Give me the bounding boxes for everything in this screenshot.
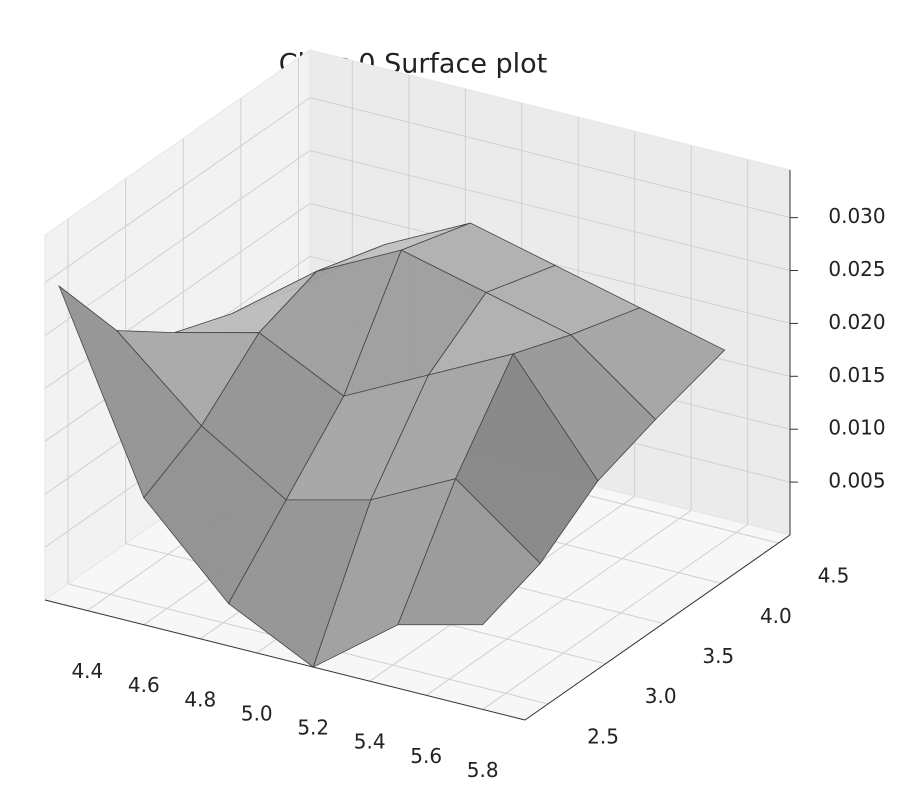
grid-line bbox=[44, 97, 311, 284]
y-tick-label: 3.0 bbox=[645, 684, 677, 708]
z-tick-label: 0.005 bbox=[828, 469, 885, 493]
axis-line bbox=[44, 599, 526, 721]
grid-line bbox=[309, 150, 791, 271]
grid-line bbox=[482, 524, 748, 710]
x-tick-label: 4.8 bbox=[184, 687, 216, 711]
z-tick-label: 0.015 bbox=[828, 363, 885, 387]
x-tick-label: 4.6 bbox=[128, 673, 160, 697]
x-tick-label: 5.4 bbox=[354, 730, 386, 754]
z-tick-label: 0.025 bbox=[828, 257, 885, 281]
x-tick-label: 4.4 bbox=[71, 659, 103, 683]
y-tick-label: 4.0 bbox=[760, 604, 792, 628]
x-tick-label: 5.6 bbox=[410, 744, 442, 768]
y-tick-label: 2.5 bbox=[587, 724, 619, 748]
x-tick-label: 5.8 bbox=[467, 758, 499, 782]
grid-line bbox=[309, 97, 791, 219]
axis-line bbox=[524, 534, 791, 721]
y-tick-label: 4.5 bbox=[818, 564, 850, 588]
surface-face bbox=[397, 478, 541, 626]
grid-line bbox=[425, 509, 692, 696]
z-tick-label: 0.030 bbox=[828, 204, 885, 228]
x-tick-label: 5.2 bbox=[297, 716, 329, 740]
x-tick-label: 5.0 bbox=[241, 701, 273, 725]
grid-line bbox=[44, 150, 311, 336]
z-tick-label: 0.010 bbox=[828, 416, 885, 440]
y-tick-label: 3.5 bbox=[702, 644, 734, 668]
z-tick-label: 0.020 bbox=[828, 310, 885, 334]
